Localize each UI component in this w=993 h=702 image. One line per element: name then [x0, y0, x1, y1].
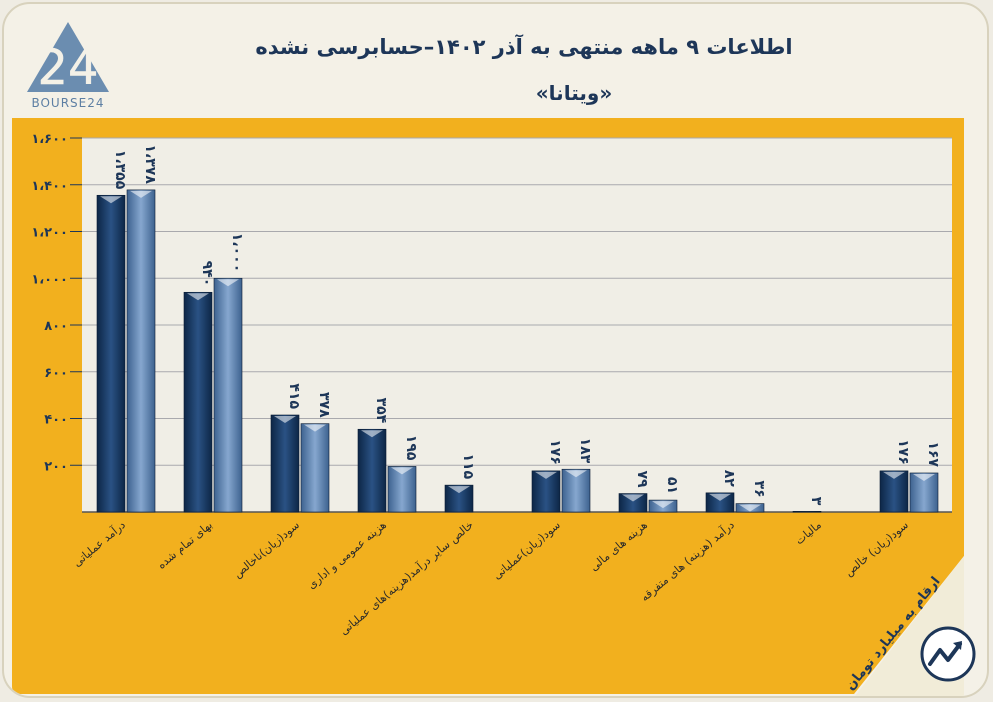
trend-arrowhead-icon [953, 641, 962, 650]
bar-bevel [130, 190, 152, 198]
bar-bevel [217, 279, 239, 287]
data-label: ۱۱۵ [460, 453, 476, 479]
bar-bevel [535, 471, 557, 479]
data-label: ۱۹۵ [403, 435, 419, 461]
bar-bevel [622, 494, 644, 502]
data-label: ۱،۰۰۰ [229, 233, 245, 273]
bar [96, 194, 126, 513]
y-tick-label: ۶۰۰ [44, 366, 68, 381]
logo-text: BOURSE24 [31, 96, 104, 110]
bars [96, 189, 939, 513]
y-tick-label: ۱،۴۰۰ [31, 179, 68, 194]
bar [357, 428, 387, 513]
data-label: ۱۸۳ [577, 438, 593, 464]
data-label: ۷۹ [634, 470, 650, 488]
y-axis: ۲۰۰ ۴۰۰ ۶۰۰ ۸۰۰ ۱،۰۰۰ ۱،۲۰۰ ۱،۴۰۰ ۱،۶۰۰ [31, 132, 952, 513]
y-tick-label: ۱،۲۰۰ [31, 226, 68, 241]
bar-bevel [883, 471, 905, 479]
bar-bevel [739, 504, 761, 512]
y-tick-label: ۸۰۰ [44, 319, 68, 334]
chart-subtitle: «ویتانا» [536, 81, 612, 105]
data-label: ۱،۳۷۸ [142, 144, 158, 184]
bar [183, 291, 213, 513]
data-labels: ۱،۳۵۵ ۱،۳۷۸ ۹۴۰ ۱،۰۰۰ ۴۱۵ ۳۷۸ ۳۵۴ ۱۹۵ ۱۱۵ ۱۷۶ ۱۸۳ ۷… [112, 144, 941, 505]
brand-logo: 24 BOURSE24 [27, 22, 109, 110]
data-label: ۳۷۸ [316, 392, 332, 418]
bar-bevel [709, 493, 731, 501]
bar-bevel [448, 486, 470, 494]
bar [792, 510, 822, 513]
bar [618, 493, 648, 513]
bar [270, 414, 300, 513]
chart-title: اطلاعات ۹ ماهه منتهی به آذر ۱۴۰۲–حسابرسی… [255, 34, 792, 59]
logo-triangle [27, 22, 109, 92]
trend-arrow-icon [928, 642, 962, 666]
trend-badge-icon [920, 626, 976, 682]
bar-bevel [652, 501, 674, 509]
bar-bevel [187, 293, 209, 301]
data-label: ۹۴۰ [199, 261, 215, 287]
y-tick-label: ۲۰۰ [44, 459, 68, 474]
y-tick-label: ۴۰۰ [44, 413, 68, 428]
bar-bevel [391, 467, 413, 475]
data-label: ۸۲ [721, 470, 737, 488]
bar-bevel [274, 415, 296, 423]
logo-digits: 24 [37, 40, 98, 96]
data-label: ۱۶۷ [925, 441, 941, 467]
data-label: ۳ [808, 497, 824, 506]
bar-bevel [100, 196, 122, 204]
bar-bevel [304, 424, 326, 432]
chart: 24 BOURSE24 اطلاعات ۹ ماهه منتهی به آذر … [12, 22, 976, 696]
bar [213, 277, 243, 513]
bar [705, 492, 735, 513]
bar-bevel [913, 473, 935, 481]
data-label: ۱،۳۵۵ [112, 150, 128, 190]
data-label: ۳۶ [751, 480, 767, 497]
data-label: ۱۷۶ [895, 439, 911, 465]
y-tick-label: ۱،۰۰۰ [31, 272, 68, 287]
y-tick-label: ۱،۶۰۰ [31, 132, 68, 147]
bar [300, 423, 330, 513]
data-label: ۳۵۴ [373, 398, 389, 424]
data-label: ۵۱ [664, 477, 680, 494]
bar-bevel [565, 470, 587, 478]
data-label: ۴۱۵ [286, 383, 302, 409]
data-label: ۱۷۶ [547, 439, 563, 465]
bar [126, 189, 156, 513]
bar-bevel [361, 430, 383, 438]
